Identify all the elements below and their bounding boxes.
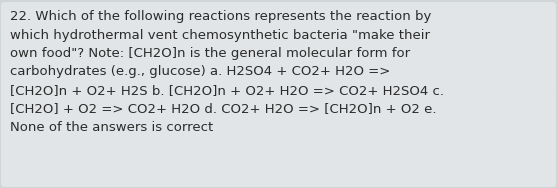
Text: 22. Which of the following reactions represents the reaction by: 22. Which of the following reactions rep… <box>10 10 431 23</box>
Text: own food"? Note: [CH2O]n is the general molecular form for: own food"? Note: [CH2O]n is the general … <box>10 47 410 60</box>
Text: [CH2O]n + O2+ H2S b. [CH2O]n + O2+ H2O => CO2+ H2SO4 c.: [CH2O]n + O2+ H2S b. [CH2O]n + O2+ H2O =… <box>10 84 444 97</box>
FancyBboxPatch shape <box>1 93 556 187</box>
Text: carbohydrates (e.g., glucose) a. H2SO4 + CO2+ H2O =>: carbohydrates (e.g., glucose) a. H2SO4 +… <box>10 65 391 79</box>
Text: which hydrothermal vent chemosynthetic bacteria "make their: which hydrothermal vent chemosynthetic b… <box>10 29 430 42</box>
Text: [CH2O] + O2 => CO2+ H2O d. CO2+ H2O => [CH2O]n + O2 e.: [CH2O] + O2 => CO2+ H2O d. CO2+ H2O => [… <box>10 102 436 115</box>
Text: None of the answers is correct: None of the answers is correct <box>10 121 213 134</box>
FancyBboxPatch shape <box>1 2 556 96</box>
